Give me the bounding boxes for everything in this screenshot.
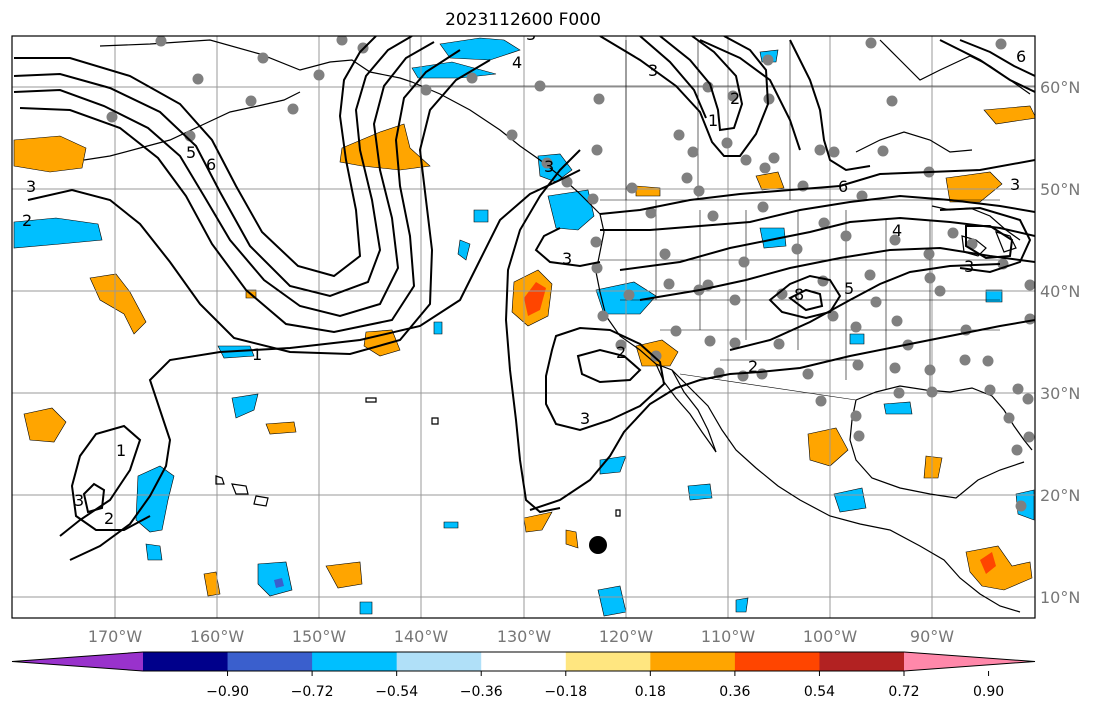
- colorbar-segment: [650, 652, 736, 671]
- lon-tick-label: 100°W: [803, 627, 858, 646]
- station-dots: [106, 36, 1035, 512]
- contour-label: 5: [844, 279, 854, 298]
- contour-label: 2: [748, 357, 758, 376]
- contour-label: 3: [580, 409, 590, 428]
- lon-tick-label: 90°W: [910, 627, 954, 646]
- lon-tick-label: 170°W: [88, 627, 143, 646]
- contour-label: 3: [526, 25, 536, 44]
- colorbar-label: 0.72: [888, 684, 919, 700]
- lat-tick-label: 60°N: [1040, 78, 1080, 97]
- contour-label-group: 5 6 3 2 4 3 1 2 2 3 3 6 4 3 8 5 2 1 3 1 …: [22, 25, 1026, 528]
- colorbar-label: −0.54: [375, 684, 418, 700]
- contour-label: 3: [562, 249, 572, 268]
- colorbar-label: −0.36: [460, 684, 503, 700]
- lat-tick-label: 40°N: [1040, 282, 1080, 301]
- lon-tick-label: 160°W: [190, 627, 245, 646]
- colorbar-segment: [734, 652, 820, 671]
- marker-dot: [589, 536, 607, 554]
- colorbar-label: −0.90: [206, 684, 249, 700]
- lon-tick-label: 130°W: [497, 627, 552, 646]
- lon-tick-label: 120°W: [599, 627, 654, 646]
- contour-label: 2: [104, 509, 114, 528]
- contour-label: 6: [1016, 47, 1026, 66]
- contour-label: 6: [206, 155, 216, 174]
- contour-label: 3: [74, 491, 84, 510]
- colorbar-segment: [396, 652, 482, 671]
- negative-strong-field: [274, 578, 284, 588]
- negative-field: [13, 37, 1035, 617]
- gridlines: [12, 36, 1035, 618]
- lon-tick-label: 140°W: [394, 627, 449, 646]
- colorbar: −0.90 −0.72 −0.54 −0.36 −0.18 0.18 0.36 0.54 0.7…: [11, 651, 1036, 700]
- contour-label: 6: [838, 177, 848, 196]
- contour-lines: [13, 36, 1035, 561]
- contour-label: 3: [648, 61, 658, 80]
- colorbar-label: 0.90: [973, 684, 1004, 700]
- lon-tick-label: 110°W: [701, 627, 756, 646]
- contour-label: 3: [964, 257, 974, 276]
- lon-tick-label: 150°W: [292, 627, 347, 646]
- lat-tick-label: 10°N: [1040, 588, 1080, 607]
- contour-label: 3: [1010, 175, 1020, 194]
- contour-label: 3: [26, 177, 36, 196]
- lat-tick-label: 50°N: [1040, 180, 1080, 199]
- colorbar-extend-high: [904, 652, 1035, 671]
- lat-tick-label: 30°N: [1040, 384, 1080, 403]
- colorbar-label: 0.36: [719, 684, 750, 700]
- colorbar-label: 0.54: [804, 684, 835, 700]
- positive-field: [13, 105, 1035, 597]
- colorbar-outline: [11, 651, 1036, 672]
- contour-label: 2: [730, 89, 740, 108]
- contour-label: 4: [512, 53, 522, 72]
- lat-tick-label: 20°N: [1040, 486, 1080, 505]
- colorbar-segment: [565, 652, 651, 671]
- colorbar-segment: [143, 652, 229, 671]
- contour-label: 1: [708, 111, 718, 130]
- colorbar-extend-low: [12, 652, 143, 671]
- colorbar-segment: [312, 652, 398, 671]
- contour-label: 1: [116, 441, 126, 460]
- map-frame: [11, 35, 1036, 619]
- colorbar-segment: [819, 652, 905, 671]
- colorbar-segment: [481, 652, 567, 671]
- longitude-axis: 170°W 160°W 150°W 140°W 130°W 120°W 110°…: [88, 627, 954, 646]
- contour-label: 4: [892, 221, 902, 240]
- colorbar-segment: [227, 652, 313, 671]
- contour-label: 2: [22, 211, 32, 230]
- colorbar-label: −0.18: [544, 684, 587, 700]
- latitude-axis: 60°N 50°N 40°N 30°N 20°N 10°N: [1040, 78, 1080, 607]
- contour-label: 2: [616, 343, 626, 362]
- map-title: 2023112600 F000: [445, 10, 601, 30]
- contour-label: 3: [544, 157, 554, 176]
- contour-label: 5: [186, 143, 196, 162]
- contour-label: 1: [252, 345, 262, 364]
- colorbar-label: 0.18: [635, 684, 666, 700]
- colorbar-label: −0.72: [291, 684, 334, 700]
- contour-label: 8: [794, 285, 804, 304]
